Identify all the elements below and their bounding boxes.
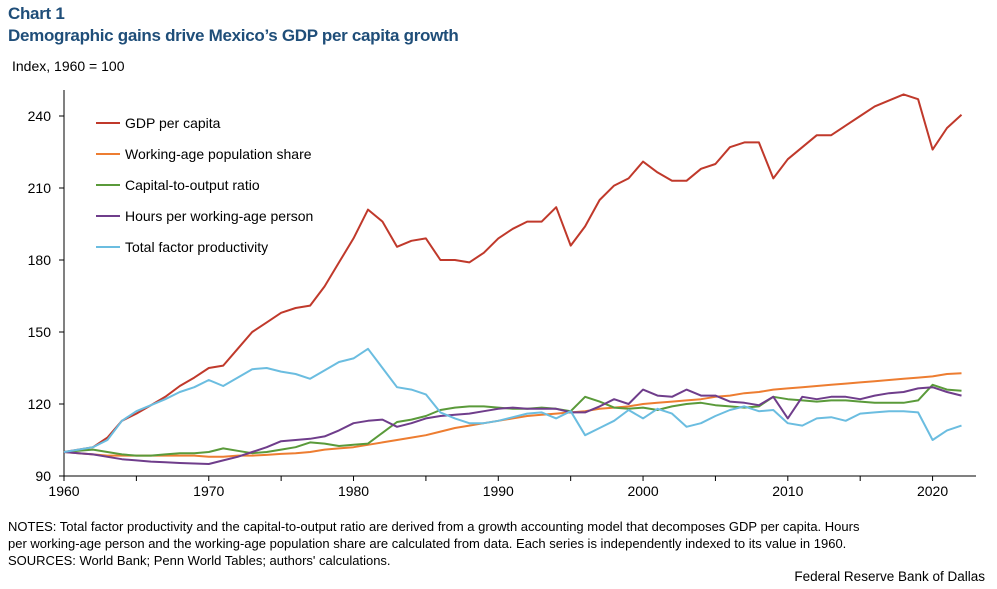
- chart-title: Demographic gains drive Mexico’s GDP per…: [8, 26, 459, 45]
- chart-legend: GDP per capita Working-age population sha…: [96, 115, 313, 255]
- series-line-capital-to-output-ratio: [63, 383, 962, 457]
- legend-label-gdp-per-capita: GDP per capita: [125, 115, 221, 131]
- x-tick-label: 1980: [338, 483, 369, 499]
- x-tick-label: 1960: [48, 483, 79, 499]
- x-tick-label: 2010: [772, 483, 803, 499]
- chart-axes: 90 120 150 180 210 240 1960 1970 1980 1990 2000 201…: [28, 90, 976, 499]
- credit-line: Federal Reserve Bank of Dallas: [794, 569, 985, 584]
- series-line-hours-per-working-age-person: [63, 386, 962, 465]
- legend-label-hours-per-working-age-person: Hours per working-age person: [125, 208, 313, 224]
- sources-line: SOURCES: World Bank; Penn World Tables; …: [8, 553, 391, 568]
- legend-label-working-age-population-share: Working-age population share: [125, 146, 312, 162]
- legend-label-capital-to-output-ratio: Capital-to-output ratio: [125, 177, 260, 193]
- notes-line-1: NOTES: Total factor productivity and the…: [8, 519, 860, 534]
- y-tick-label: 120: [28, 396, 52, 412]
- y-axis-unit-label: Index, 1960 = 100: [12, 58, 125, 74]
- x-tick-label: 1970: [193, 483, 224, 499]
- series-line-working-age-population-share: [63, 372, 962, 458]
- legend-label-total-factor-productivity: Total factor productivity: [125, 239, 268, 255]
- series-line-total-factor-productivity: [63, 347, 962, 453]
- y-tick-label: 240: [28, 108, 52, 124]
- notes-line-2: per working-age person and the working-a…: [8, 536, 847, 551]
- line-chart: 90 120 150 180 210 240 1960 1970 1980 1990 2000 201…: [28, 90, 976, 499]
- chart-number: Chart 1: [8, 4, 65, 23]
- y-tick-label: 210: [28, 180, 52, 196]
- y-tick-label: 180: [28, 252, 52, 268]
- x-tick-label: 2000: [627, 483, 658, 499]
- x-tick-label: 2020: [917, 483, 948, 499]
- chart-notes: NOTES: Total factor productivity and the…: [8, 518, 993, 569]
- y-tick-label: 150: [28, 324, 52, 340]
- x-tick-label: 1990: [483, 483, 514, 499]
- series-line-gdp-per-capita: [63, 93, 963, 453]
- chart-series: [63, 93, 963, 465]
- y-tick-label: 90: [35, 468, 51, 484]
